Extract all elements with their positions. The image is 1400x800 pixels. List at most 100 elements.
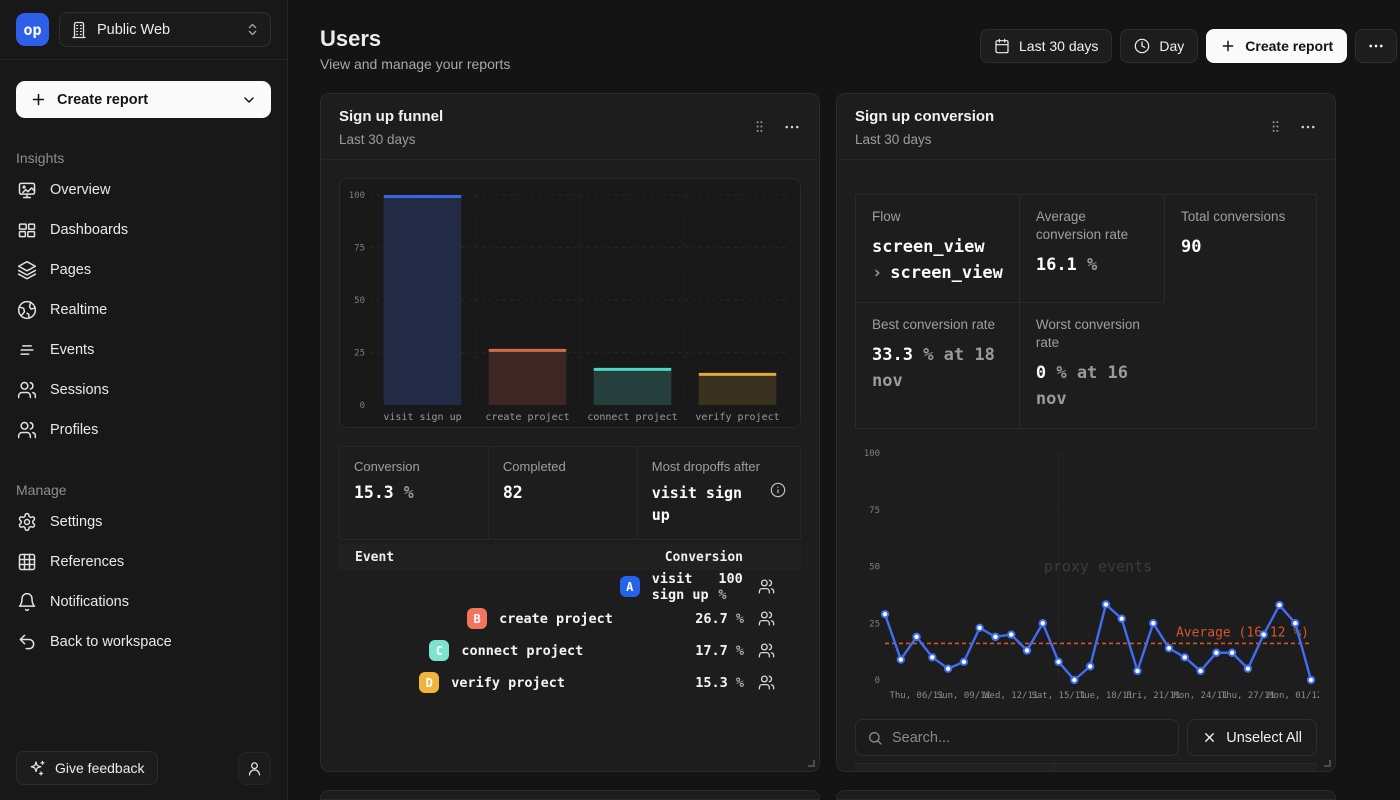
- create-report-button[interactable]: Create report: [1206, 29, 1347, 63]
- drag-handle-icon[interactable]: [1268, 119, 1283, 134]
- users-icon[interactable]: [758, 642, 775, 659]
- resize-handle[interactable]: [1324, 760, 1331, 767]
- svg-text:Mon, 24/11: Mon, 24/11: [1173, 691, 1227, 701]
- conversion-value: 26.7: [695, 611, 728, 627]
- calendar-icon: [994, 38, 1010, 54]
- sidebar-item-dashboards[interactable]: Dashboards: [0, 210, 287, 250]
- search-box[interactable]: [855, 719, 1179, 756]
- resize-handle[interactable]: [808, 760, 815, 767]
- funnel-card-header: Sign up funnel Last 30 days: [321, 94, 819, 160]
- unselect-all-label: Unselect All: [1226, 730, 1302, 746]
- card-menu-icon[interactable]: [1299, 118, 1317, 136]
- search-input[interactable]: [892, 730, 1167, 746]
- event-name: verify project: [451, 675, 565, 691]
- stat-flow: Flow screen_view › screen_view: [856, 195, 1020, 303]
- sidebar-item-label: Sessions: [50, 382, 109, 398]
- give-feedback-button[interactable]: Give feedback: [16, 751, 158, 785]
- sidebar-item-notifications[interactable]: Notifications: [0, 582, 287, 622]
- funnel-table-row[interactable]: C connect project 17.7 %: [339, 635, 801, 666]
- chevron-right-icon: ›: [872, 263, 882, 283]
- sidebar-item-overview[interactable]: Overview: [0, 170, 287, 210]
- percent-sign: %: [718, 587, 726, 603]
- sparkles-icon: [29, 760, 46, 777]
- conversion-value: 17.7: [695, 643, 728, 659]
- sidebar-item-label: Settings: [50, 514, 102, 530]
- flow-step-1: screen_view: [872, 234, 1003, 260]
- grid-icon: [17, 552, 37, 572]
- stat-value: 90: [1181, 237, 1201, 257]
- funnel-card-title: Sign up funnel: [339, 108, 443, 125]
- interval-button[interactable]: Day: [1120, 29, 1198, 63]
- svg-text:verify project: verify project: [695, 412, 779, 423]
- svg-text:proxy events: proxy events: [1044, 558, 1152, 576]
- chevron-down-icon: [241, 92, 257, 108]
- interval-label: Day: [1159, 38, 1184, 54]
- conversion-value: 15.3: [695, 675, 728, 691]
- svg-text:25: 25: [354, 349, 365, 359]
- section-label-manage: Manage: [16, 482, 271, 498]
- funnel-event-table: Event Conversion A visit sign up 100 % B…: [339, 544, 801, 698]
- stat-label: Completed: [503, 458, 623, 475]
- user-icon: [246, 760, 263, 777]
- stat-value: visit sign up: [652, 482, 758, 526]
- funnel-table-row[interactable]: D verify project 15.3 %: [339, 667, 801, 698]
- clock-icon: [1134, 38, 1150, 54]
- stat-conversion: Conversion 15.3 %: [340, 447, 488, 539]
- project-selector[interactable]: Public Web: [59, 12, 271, 47]
- conversion-line-chart: 0255075100proxy eventsAverage (16.12 %)T…: [855, 443, 1335, 713]
- svg-text:Mon, 01/12: Mon, 01/12: [1268, 691, 1319, 701]
- funnel-table-row[interactable]: A visit sign up 100 %: [339, 571, 801, 602]
- gear-icon: [17, 512, 37, 532]
- svg-text:Tue, 18/11: Tue, 18/11: [1079, 691, 1133, 701]
- card-menu-icon[interactable]: [783, 118, 801, 136]
- percent-sign: %: [736, 611, 744, 627]
- unselect-all-button[interactable]: Unselect All: [1187, 719, 1317, 756]
- event-table-header: Event Conversion: [339, 544, 801, 570]
- stat-value: 33.3: [872, 345, 913, 365]
- info-icon[interactable]: [770, 482, 786, 503]
- ellipsis-icon: [1367, 37, 1385, 55]
- sidebar-item-pages[interactable]: Pages: [0, 250, 287, 290]
- funnel-table-row[interactable]: B create project 26.7 %: [339, 603, 801, 634]
- conversion-value: 100: [718, 571, 742, 587]
- page-title: Users: [320, 26, 381, 52]
- sidebar-item-realtime[interactable]: Realtime: [0, 290, 287, 330]
- undo-arrow-icon: [17, 632, 37, 652]
- users-icon[interactable]: [758, 578, 775, 595]
- svg-text:0: 0: [360, 401, 365, 411]
- sidebar-create-report-button[interactable]: Create report: [16, 81, 271, 118]
- stat-label: Flow: [872, 208, 1003, 226]
- sidebar-item-events[interactable]: Events: [0, 330, 287, 370]
- chevrons-up-down-icon: [245, 22, 260, 37]
- layers-icon: [17, 260, 37, 280]
- step-badge: C: [429, 640, 449, 661]
- users-icon: [17, 380, 37, 400]
- step-badge: D: [419, 672, 439, 693]
- account-button[interactable]: [238, 752, 271, 785]
- sidebar-item-label: Dashboards: [50, 222, 128, 238]
- svg-text:Thu, 27/11: Thu, 27/11: [1221, 691, 1275, 701]
- more-options-button[interactable]: [1355, 29, 1397, 63]
- sidebar-item-settings[interactable]: Settings: [0, 502, 287, 542]
- drag-handle-icon[interactable]: [752, 119, 767, 134]
- svg-text:create project: create project: [485, 412, 569, 423]
- flow-step-2: screen_view: [890, 263, 1003, 283]
- app-logo[interactable]: op: [16, 13, 49, 46]
- next-row-card-left: [320, 790, 820, 800]
- sidebar-item-profiles[interactable]: Profiles: [0, 410, 287, 450]
- svg-text:0: 0: [875, 676, 880, 686]
- sidebar-footer: Give feedback: [0, 738, 287, 800]
- sidebar-item-references[interactable]: References: [0, 542, 287, 582]
- svg-text:Thu, 06/11: Thu, 06/11: [889, 691, 943, 701]
- users-icon[interactable]: [758, 610, 775, 627]
- sidebar-item-back-to-workspace[interactable]: Back to workspace: [0, 622, 287, 662]
- event-lines-icon: [17, 340, 37, 360]
- event-name: create project: [499, 611, 613, 627]
- overview-icon: [17, 180, 37, 200]
- sidebar-item-label: Realtime: [50, 302, 107, 318]
- percent-sign: %: [736, 675, 744, 691]
- sidebar-item-sessions[interactable]: Sessions: [0, 370, 287, 410]
- users-icon[interactable]: [758, 674, 775, 691]
- date-range-button[interactable]: Last 30 days: [980, 29, 1112, 63]
- sidebar-item-label: Pages: [50, 262, 91, 278]
